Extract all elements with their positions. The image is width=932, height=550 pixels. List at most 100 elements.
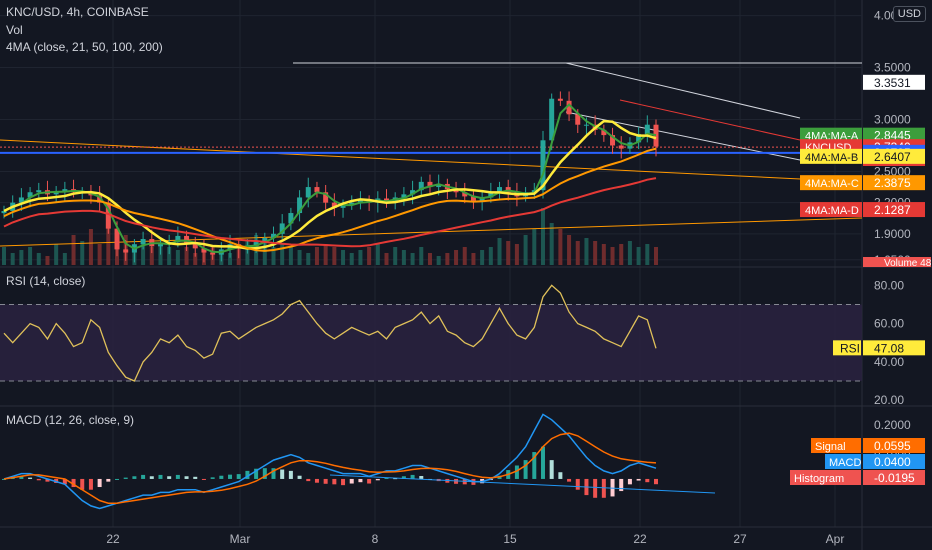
candle-body bbox=[557, 98, 563, 101]
volume-bar bbox=[506, 241, 511, 265]
indicator-name-text: 4MA:MA-B bbox=[805, 152, 858, 164]
histogram-bar bbox=[341, 478, 346, 486]
volume-legend[interactable]: Vol bbox=[6, 23, 23, 37]
volume-bar bbox=[367, 247, 372, 265]
volume-bar bbox=[601, 244, 606, 265]
candle-body bbox=[601, 129, 607, 136]
volume-bar bbox=[488, 247, 493, 265]
macd-line bbox=[3, 413, 657, 510]
volume-bar bbox=[436, 256, 441, 265]
histogram-bar bbox=[610, 478, 615, 497]
candle-body bbox=[549, 98, 555, 141]
volume-bar bbox=[645, 244, 650, 265]
volume-bar bbox=[88, 229, 93, 265]
candle-body bbox=[97, 195, 103, 203]
histogram-bar bbox=[236, 474, 241, 479]
candle-body bbox=[575, 114, 581, 125]
candle-body bbox=[18, 197, 24, 203]
volume-bar bbox=[532, 229, 537, 265]
rsi-tick-label: 20.00 bbox=[874, 393, 904, 407]
symbol-header[interactable]: KNC/USD, 4h, COINBASE bbox=[6, 5, 149, 19]
volume-bar bbox=[523, 235, 528, 265]
x-tick-label: 15 bbox=[503, 532, 517, 546]
rsi-tick-label: 40.00 bbox=[874, 355, 904, 369]
candle-body bbox=[305, 187, 311, 198]
histogram-bar bbox=[36, 478, 41, 481]
candle-body bbox=[1, 210, 7, 214]
candle-body bbox=[340, 204, 346, 208]
ma-legend[interactable]: 4MA (close, 21, 50, 100, 200) bbox=[6, 40, 163, 54]
volume-bar bbox=[567, 235, 572, 265]
histogram-bar bbox=[393, 478, 398, 480]
indicator-name-tag bbox=[800, 148, 862, 164]
histogram-bar bbox=[410, 474, 415, 479]
candle-body bbox=[279, 223, 285, 234]
rsi-tick-label: 60.00 bbox=[874, 317, 904, 331]
volume-bar bbox=[497, 238, 502, 265]
volume-bar bbox=[323, 244, 328, 265]
volume-bar bbox=[2, 247, 6, 265]
volume-tag-text: Volume 48.026K bbox=[884, 258, 932, 269]
volume-bar bbox=[480, 250, 485, 265]
histogram-bar bbox=[401, 476, 406, 479]
volume-bar bbox=[271, 247, 276, 265]
volume-bar bbox=[514, 244, 519, 265]
x-tick-label: Mar bbox=[230, 532, 251, 546]
rsi-value-text: 47.08 bbox=[874, 341, 904, 355]
histogram-bar bbox=[262, 468, 267, 479]
histogram-bar bbox=[132, 476, 137, 479]
volume-bar bbox=[167, 247, 172, 265]
macd-name-tag bbox=[790, 470, 861, 485]
volume-bar bbox=[54, 244, 59, 265]
ma-b-line bbox=[3, 119, 657, 250]
volume-bar bbox=[141, 241, 146, 265]
candle-body bbox=[323, 192, 329, 203]
x-tick-label: 27 bbox=[733, 532, 747, 546]
macd-name-text: Signal bbox=[815, 441, 846, 453]
volume-bar bbox=[332, 247, 337, 265]
rsi-tick-label: 80.00 bbox=[874, 278, 904, 292]
candle-body bbox=[349, 202, 355, 205]
histogram-bar bbox=[619, 478, 624, 492]
price-value-tag bbox=[863, 148, 925, 164]
volume-bar bbox=[427, 253, 432, 265]
histogram-bar bbox=[201, 478, 206, 480]
candle-body bbox=[114, 228, 120, 250]
histogram-bar bbox=[558, 472, 563, 479]
volume-bar bbox=[306, 253, 311, 265]
histogram-bar bbox=[149, 476, 154, 479]
histogram-bar bbox=[645, 478, 650, 483]
macd-legend[interactable]: MACD (12, 26, close, 9) bbox=[6, 413, 135, 427]
histogram-bar bbox=[62, 478, 67, 485]
histogram-bar bbox=[349, 478, 354, 484]
histogram-bar bbox=[549, 460, 554, 479]
indicator-name-text: 4MA:MA-D bbox=[805, 205, 859, 217]
macd-name-text: MACD bbox=[829, 457, 861, 469]
rsi-band bbox=[0, 304, 862, 382]
volume-bar bbox=[540, 208, 545, 265]
volume-bar bbox=[593, 241, 598, 265]
volume-bar bbox=[375, 244, 380, 265]
volume-bar bbox=[584, 238, 589, 265]
macd-tick-label: 0.2000 bbox=[874, 418, 911, 432]
price-value-text: 3.3531 bbox=[874, 76, 911, 90]
histogram-bar bbox=[419, 475, 424, 479]
candle-body bbox=[331, 202, 337, 208]
candle-body bbox=[175, 235, 181, 243]
ma-d-line bbox=[3, 177, 657, 248]
volume-bar bbox=[19, 250, 24, 265]
macd-value-text: 0.0400 bbox=[874, 455, 911, 469]
volume-bar bbox=[384, 253, 389, 265]
currency-badge[interactable]: USD bbox=[892, 6, 926, 22]
macd-name-text: Histogram bbox=[794, 473, 844, 485]
volume-bar bbox=[410, 253, 415, 265]
macd-divergence-line bbox=[329, 474, 716, 494]
histogram-bar bbox=[514, 465, 519, 479]
rsi-legend[interactable]: RSI (14, close) bbox=[6, 274, 86, 288]
x-tick-label: Apr bbox=[826, 532, 845, 546]
histogram-bar bbox=[245, 470, 250, 479]
histogram-bar bbox=[175, 474, 180, 479]
